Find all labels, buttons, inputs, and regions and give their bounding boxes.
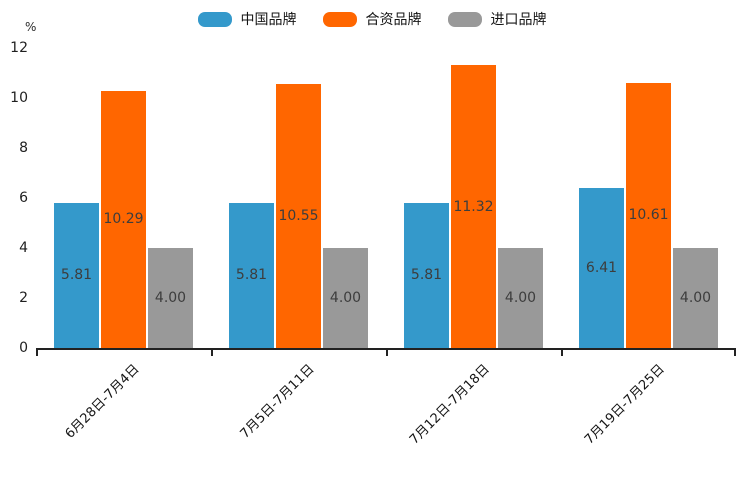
y-tick-label: 8 bbox=[19, 140, 28, 156]
bar: 4.00 bbox=[323, 248, 368, 348]
bar-group: 5.81 10.55 4.00 bbox=[211, 48, 386, 348]
bar-value-label: 4.00 bbox=[679, 290, 712, 306]
bar: 5.81 bbox=[404, 202, 449, 348]
legend-swatch-import-icon bbox=[447, 11, 482, 27]
y-axis: 0 2 4 6 8 10 12 bbox=[0, 40, 28, 356]
bar: 10.61 bbox=[626, 82, 671, 348]
legend-label-china: 中国品牌 bbox=[240, 12, 297, 28]
bar: 11.32 bbox=[451, 65, 496, 348]
x-tick-mark bbox=[36, 350, 38, 356]
bar-value-label: 10.55 bbox=[278, 208, 319, 225]
x-tick-mark bbox=[734, 350, 736, 356]
x-tick-label: 7月12日-7月18日 bbox=[407, 361, 493, 448]
legend-swatch-joint-venture-icon bbox=[322, 11, 357, 27]
x-tick-label: 6月28日-7月4日 bbox=[62, 361, 143, 442]
bar: 5.81 bbox=[54, 202, 99, 348]
legend-item-china: 中国品牌 bbox=[197, 9, 297, 29]
y-tick-label: 0 bbox=[19, 340, 28, 356]
bar-value-label: 10.29 bbox=[103, 211, 144, 228]
x-tick-mark bbox=[211, 350, 213, 356]
y-tick-label: 10 bbox=[10, 90, 28, 106]
bar: 5.81 bbox=[229, 202, 274, 348]
bar-value-label: 5.81 bbox=[60, 267, 93, 284]
y-tick-label: 12 bbox=[10, 40, 28, 56]
bar-value-label: 4.00 bbox=[504, 290, 537, 306]
bar: 10.29 bbox=[101, 90, 146, 348]
bar-value-label: 4.00 bbox=[154, 290, 187, 306]
bar-value-label: 5.81 bbox=[410, 267, 443, 284]
legend-swatch-china-icon bbox=[197, 11, 232, 27]
x-tick-label: 7月19日-7月25日 bbox=[582, 361, 668, 448]
legend-item-import: 进口品牌 bbox=[447, 9, 547, 29]
y-axis-unit-label: % bbox=[25, 20, 37, 34]
x-tick-mark bbox=[561, 350, 563, 356]
bar-value-label: 4.00 bbox=[329, 290, 362, 306]
bar: 10.55 bbox=[276, 84, 321, 348]
y-tick-label: 2 bbox=[19, 290, 28, 306]
bar: 4.00 bbox=[673, 248, 718, 348]
bar-group: 6.41 10.61 4.00 bbox=[561, 48, 736, 348]
x-tick-label: 7月5日-7月11日 bbox=[237, 361, 318, 442]
legend: 中国品牌 合资品牌 进口品牌 bbox=[0, 9, 744, 29]
bar-value-label: 6.41 bbox=[585, 259, 618, 276]
legend-label-joint-venture: 合资品牌 bbox=[365, 12, 422, 28]
bar: 4.00 bbox=[498, 248, 543, 348]
y-tick-label: 4 bbox=[19, 240, 28, 256]
bar-value-label: 11.32 bbox=[453, 198, 494, 215]
bar-value-label: 5.81 bbox=[235, 267, 268, 284]
legend-item-joint-venture: 合资品牌 bbox=[322, 9, 422, 29]
bar-group: 5.81 11.32 4.00 bbox=[386, 48, 561, 348]
x-tick-mark bbox=[386, 350, 388, 356]
bar: 6.41 bbox=[579, 187, 624, 348]
bar-group: 5.81 10.29 4.00 bbox=[36, 48, 211, 348]
bar: 4.00 bbox=[148, 248, 193, 348]
y-tick-label: 6 bbox=[19, 190, 28, 206]
legend-label-import: 进口品牌 bbox=[490, 12, 547, 28]
bar-value-label: 10.61 bbox=[628, 207, 669, 224]
plot-area: 5.81 10.29 4.00 5.81 10.55 4.00 5.81 11.32 4.00 6… bbox=[36, 48, 736, 356]
